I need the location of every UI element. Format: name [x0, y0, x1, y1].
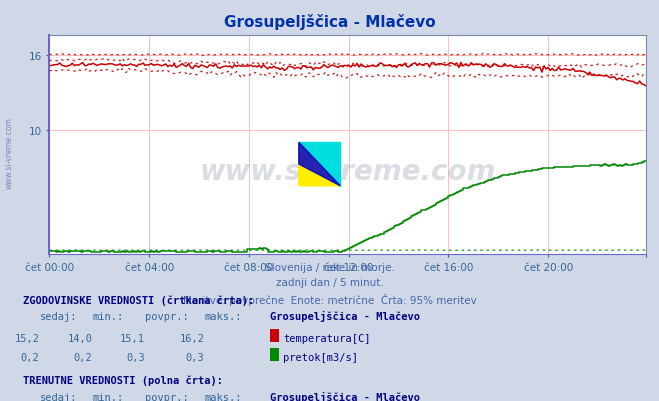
Text: 0,2: 0,2	[21, 352, 40, 362]
Polygon shape	[299, 143, 340, 186]
Text: 0,3: 0,3	[186, 352, 204, 362]
Text: Slovenija / reke in morje.
zadnji dan / 5 minut.
Meritve: povprečne  Enote: metr: Slovenija / reke in morje. zadnji dan / …	[183, 263, 476, 305]
Text: 14,0: 14,0	[67, 333, 92, 343]
Text: TRENUTNE VREDNOSTI (polna črta):: TRENUTNE VREDNOSTI (polna črta):	[23, 375, 223, 385]
Text: 15,2: 15,2	[14, 333, 40, 343]
Text: Grosupeljščica - Mlačevo: Grosupeljščica - Mlačevo	[270, 391, 420, 401]
Text: 16,2: 16,2	[179, 333, 204, 343]
Text: www.si-vreme.com: www.si-vreme.com	[200, 158, 496, 186]
Text: 0,3: 0,3	[127, 352, 145, 362]
Text: min.:: min.:	[92, 392, 123, 401]
Polygon shape	[299, 143, 340, 186]
Text: temperatura[C]: temperatura[C]	[283, 333, 371, 343]
Text: min.:: min.:	[92, 311, 123, 321]
Text: Grosupeljščica - Mlačevo: Grosupeljščica - Mlačevo	[223, 14, 436, 30]
Text: 15,1: 15,1	[120, 333, 145, 343]
Polygon shape	[299, 143, 340, 186]
Text: maks.:: maks.:	[204, 311, 242, 321]
Text: www.si-vreme.com: www.si-vreme.com	[5, 117, 14, 188]
Text: maks.:: maks.:	[204, 392, 242, 401]
Text: 0,2: 0,2	[74, 352, 92, 362]
Text: Grosupeljščica - Mlačevo: Grosupeljščica - Mlačevo	[270, 310, 420, 321]
Text: povpr.:: povpr.:	[145, 392, 188, 401]
Text: povpr.:: povpr.:	[145, 311, 188, 321]
Text: sedaj:: sedaj:	[40, 311, 77, 321]
Text: ZGODOVINSKE VREDNOSTI (črtkana črta):: ZGODOVINSKE VREDNOSTI (črtkana črta):	[23, 294, 254, 305]
Text: sedaj:: sedaj:	[40, 392, 77, 401]
Text: pretok[m3/s]: pretok[m3/s]	[283, 352, 358, 362]
